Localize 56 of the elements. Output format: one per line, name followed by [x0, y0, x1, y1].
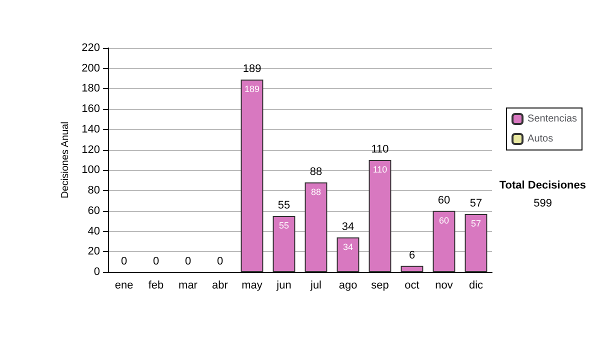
total-label: 57	[470, 197, 482, 210]
total-label: 55	[278, 200, 290, 212]
total-label: 0	[120, 256, 128, 268]
total-label: 34	[342, 220, 354, 233]
y-tick-label: 140	[82, 123, 100, 136]
data-label: 60	[438, 215, 450, 226]
legend-label: Sentencias	[528, 114, 578, 124]
data-label: 189	[244, 84, 260, 94]
bar	[432, 210, 456, 272]
x-tick-label: ene	[114, 280, 134, 292]
x-tick-label: sep	[371, 280, 389, 292]
y-tick-label: 160	[82, 103, 100, 116]
x-tick-label: abr	[212, 280, 228, 292]
bar	[464, 214, 488, 272]
y-tick-label: 20	[88, 246, 100, 258]
data-label: 57	[470, 218, 482, 228]
total-label: 0	[216, 256, 224, 268]
total-label: 110	[371, 144, 389, 156]
total-label: 0	[184, 256, 192, 268]
bar	[368, 160, 392, 272]
legend-label: Autos	[528, 134, 554, 144]
total-label: 0	[152, 256, 160, 268]
y-tick-label: 0	[94, 266, 100, 278]
x-tick-label: nov	[435, 280, 454, 292]
y-tick-label: 180	[82, 82, 100, 95]
y-axis-title: Decisiones Anual	[60, 122, 72, 198]
y-tick-label: 80	[88, 184, 100, 197]
bar	[304, 182, 328, 272]
x-tick-label: mar	[178, 280, 198, 292]
x-tick-label: jun	[276, 280, 292, 292]
x-tick-label: jul	[309, 280, 322, 292]
y-tick-label: 120	[82, 144, 100, 156]
total-label: 189	[242, 63, 262, 76]
y-tick-label: 60	[88, 204, 100, 217]
text: Total Decisiones	[499, 180, 586, 192]
y-tick-label: 100	[82, 164, 100, 176]
x-tick-label: dic	[468, 280, 484, 292]
x-tick-label: feb	[148, 280, 164, 292]
total-label: 60	[438, 194, 450, 206]
bar	[272, 216, 296, 272]
data-label: 55	[278, 220, 290, 230]
total-label: 88	[310, 166, 322, 178]
data-label: 110	[372, 164, 388, 174]
bar	[240, 80, 264, 272]
bar	[400, 266, 424, 272]
data-label: 34	[342, 242, 354, 252]
x-tick-label: ago	[338, 280, 358, 292]
y-tick-label: 220	[82, 42, 100, 54]
x-tick-label: oct	[404, 280, 420, 292]
x-tick-label: may	[242, 280, 263, 292]
y-tick-label: 200	[82, 62, 100, 74]
bar	[336, 237, 360, 272]
total-label: 6	[408, 249, 416, 262]
data-label: 88	[310, 186, 322, 197]
y-tick-label: 40	[88, 225, 100, 238]
text: 599	[534, 198, 552, 210]
